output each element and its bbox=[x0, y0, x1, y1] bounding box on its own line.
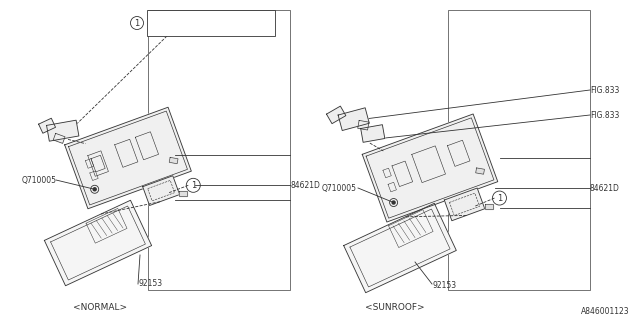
Polygon shape bbox=[38, 118, 56, 133]
Text: 84920G*A(0902-  ): 84920G*A(0902- ) bbox=[150, 12, 228, 21]
Text: 1: 1 bbox=[134, 19, 140, 28]
Polygon shape bbox=[44, 200, 152, 286]
Polygon shape bbox=[361, 125, 385, 142]
Text: A846001123: A846001123 bbox=[581, 308, 630, 316]
Text: FIG.833: FIG.833 bbox=[590, 85, 620, 94]
Polygon shape bbox=[338, 108, 369, 131]
Text: Q710005: Q710005 bbox=[322, 183, 357, 193]
Polygon shape bbox=[476, 168, 484, 174]
Text: <SUNROOF>: <SUNROOF> bbox=[365, 303, 425, 313]
Polygon shape bbox=[143, 176, 180, 205]
Polygon shape bbox=[179, 191, 188, 196]
Text: FIG.833: FIG.833 bbox=[590, 110, 620, 119]
Polygon shape bbox=[47, 120, 79, 141]
Circle shape bbox=[392, 201, 395, 204]
Polygon shape bbox=[169, 157, 178, 164]
Bar bbox=[147, 10, 275, 36]
Text: 92153: 92153 bbox=[138, 279, 162, 289]
Bar bbox=[148, 10, 290, 290]
Polygon shape bbox=[484, 204, 493, 209]
Text: 84621D: 84621D bbox=[590, 183, 620, 193]
Text: <NORMAL>: <NORMAL> bbox=[73, 303, 127, 313]
Circle shape bbox=[93, 188, 96, 191]
Text: 1: 1 bbox=[497, 194, 502, 203]
Polygon shape bbox=[344, 203, 456, 293]
Text: Q710005: Q710005 bbox=[22, 175, 57, 185]
Polygon shape bbox=[362, 114, 498, 222]
Text: 1: 1 bbox=[191, 181, 196, 190]
Text: 92153: 92153 bbox=[432, 282, 456, 291]
Polygon shape bbox=[326, 106, 346, 124]
Polygon shape bbox=[65, 107, 191, 209]
Bar bbox=[448, 10, 590, 290]
Polygon shape bbox=[358, 120, 369, 130]
Text: 84920G*B( -0902): 84920G*B( -0902) bbox=[150, 25, 224, 34]
Polygon shape bbox=[444, 188, 484, 221]
Text: 84621D: 84621D bbox=[290, 180, 320, 189]
Polygon shape bbox=[53, 133, 65, 143]
